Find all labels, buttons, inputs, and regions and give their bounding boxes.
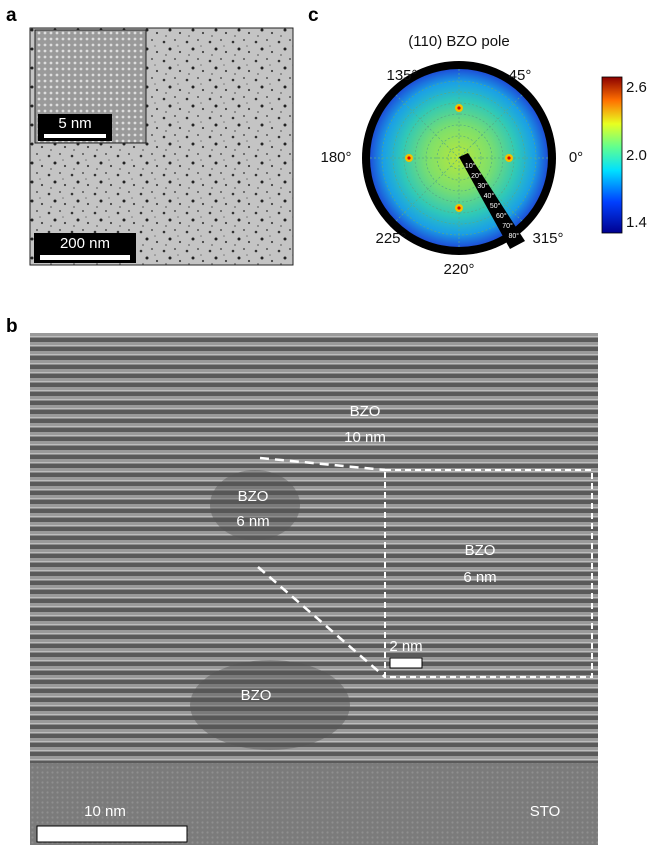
- scale-label: 10 nm: [84, 803, 126, 820]
- azimuth-label: 45°: [509, 67, 532, 84]
- annotation: BZO: [465, 542, 496, 559]
- panel-label: c: [308, 5, 319, 26]
- tilt-label: 70°: [502, 222, 513, 230]
- zoom-inset: [385, 470, 592, 677]
- scale-bar: [389, 657, 423, 669]
- scale-label: 2 nm: [389, 638, 422, 655]
- scale-bar: [36, 825, 188, 843]
- zoom-lines: [257, 456, 386, 678]
- tilt-label: 30°: [477, 182, 488, 190]
- bzo-region: [190, 660, 350, 750]
- azimuth-label: 315°: [532, 230, 563, 247]
- annotation: 6 nm: [463, 569, 496, 586]
- annotation: BZO: [241, 687, 272, 704]
- tilt-label: 20°: [471, 172, 482, 180]
- pole-title: (110) BZO pole: [408, 33, 509, 50]
- inset-frame: [384, 469, 593, 678]
- scale-bar: [40, 255, 130, 260]
- colorbar: [601, 76, 623, 234]
- azimuth-label: 135°: [386, 67, 417, 84]
- panel-label: b: [6, 316, 18, 337]
- panel-label: a: [6, 5, 17, 26]
- tilt-label: 60°: [496, 212, 507, 220]
- tilt-label: 10°: [465, 162, 476, 170]
- azimuth-label: 220°: [443, 261, 474, 278]
- tilt-strip: [459, 153, 525, 249]
- bzo-region: [210, 470, 300, 540]
- tilt-label: 40°: [484, 192, 495, 200]
- annotation: 10 nm: [344, 429, 386, 446]
- pole-spots: [405, 104, 513, 212]
- annotation: 6 nm: [236, 513, 269, 530]
- tilt-label: 80°: [508, 232, 519, 240]
- annotation: BZO: [350, 403, 381, 420]
- annotation: STO: [530, 803, 561, 820]
- scale-label: 5 nm: [58, 115, 91, 132]
- tilt-label: 50°: [490, 202, 501, 210]
- azimuth-label: 225°: [375, 230, 406, 247]
- colorbar-tick: 1.4: [626, 214, 647, 231]
- scale-bar: [44, 134, 106, 138]
- azimuth-label: 0°: [569, 149, 583, 166]
- colorbar-tick: 2.0: [626, 147, 647, 164]
- pole-grid: [370, 69, 548, 247]
- azimuth-label: 180°: [320, 149, 351, 166]
- colorbar-tick: 2.6: [626, 79, 647, 96]
- scale-label: 200 nm: [60, 235, 110, 252]
- annotation: BZO: [238, 488, 269, 505]
